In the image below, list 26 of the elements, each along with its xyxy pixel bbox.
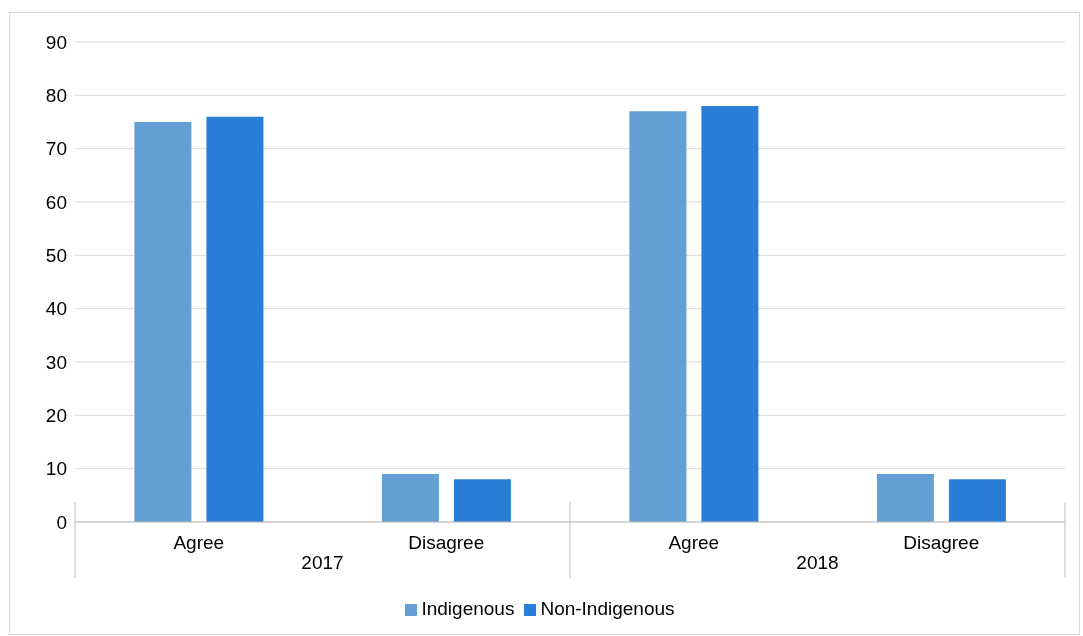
y-tick-label: 30	[45, 351, 67, 373]
text: 2018	[796, 552, 839, 573]
x-tick-label: Disagree	[408, 532, 485, 554]
x-tick-label: Disagree	[903, 532, 980, 554]
y-tick-label: 20	[45, 405, 67, 427]
bar	[629, 111, 687, 522]
bar	[876, 474, 934, 522]
bar	[134, 122, 192, 522]
y-tick-label: 50	[45, 245, 67, 267]
bar	[701, 106, 759, 522]
text: 2017	[301, 552, 344, 573]
bar	[948, 479, 1006, 522]
y-tick-label: 10	[45, 458, 67, 480]
y-tick-label: 0	[56, 511, 67, 533]
x-tick-label: Agree	[668, 532, 720, 554]
y-tick-label: 70	[45, 138, 67, 160]
x-tick-label: Agree	[173, 532, 225, 554]
legend-label: Indigenous	[421, 598, 515, 619]
y-tick-label: 90	[45, 31, 67, 53]
y-tick-label: 80	[45, 85, 67, 107]
bar	[206, 116, 264, 522]
legend-label: Non-Indigenous	[540, 598, 675, 619]
bar	[381, 474, 439, 522]
y-tick-label: 40	[45, 298, 67, 320]
y-tick-label: 60	[45, 191, 67, 213]
bar	[453, 479, 511, 522]
